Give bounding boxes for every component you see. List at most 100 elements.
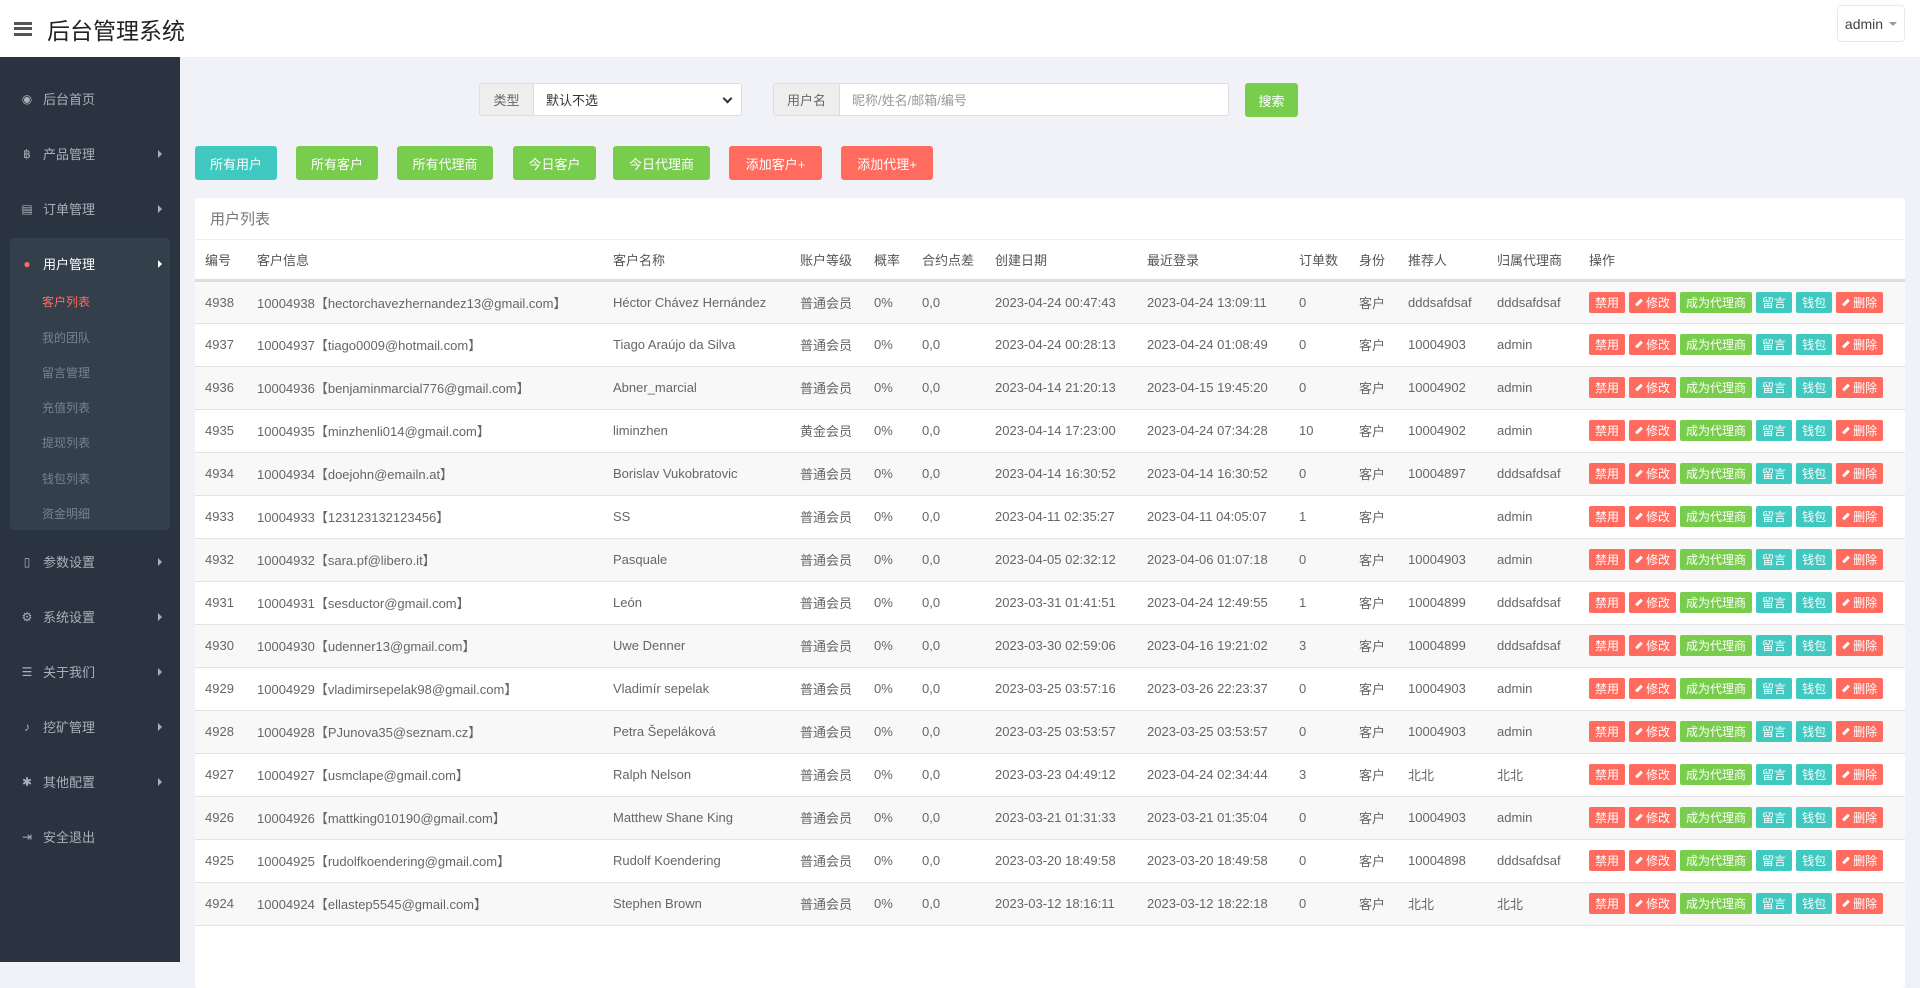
action-button-4[interactable]: 钱包 <box>1796 291 1833 313</box>
action-button-3[interactable]: 留言 <box>1756 592 1793 613</box>
sidebar-item-9[interactable]: ⇥ 安全退出 <box>0 809 180 864</box>
action-button-5[interactable]: 删除 <box>1836 506 1884 527</box>
action-button-2[interactable]: 成为代理商 <box>1680 850 1753 871</box>
filter-button-3[interactable]: 今日客户 <box>513 146 596 180</box>
action-button-0[interactable]: 禁用 <box>1589 420 1626 441</box>
filter-button-6[interactable]: 添加代理+ <box>841 146 933 180</box>
action-button-0[interactable]: 禁用 <box>1589 463 1626 484</box>
action-button-0[interactable]: 禁用 <box>1589 592 1626 613</box>
sidebar-item-2[interactable]: ▤ 订单管理 <box>0 181 180 236</box>
action-button-3[interactable]: 留言 <box>1756 334 1793 355</box>
action-button-3[interactable]: 留言 <box>1756 893 1793 914</box>
action-button-4[interactable]: 钱包 <box>1796 420 1833 441</box>
action-button-4[interactable]: 钱包 <box>1796 592 1833 613</box>
action-button-1[interactable]: 修改 <box>1629 549 1677 570</box>
action-button-1[interactable]: 修改 <box>1629 678 1677 699</box>
action-button-2[interactable]: 成为代理商 <box>1680 291 1753 313</box>
action-button-0[interactable]: 禁用 <box>1589 377 1626 398</box>
sidebar-item-1[interactable]: ฿ 产品管理 <box>0 126 180 181</box>
action-button-1[interactable]: 修改 <box>1629 463 1677 484</box>
action-button-4[interactable]: 钱包 <box>1796 678 1833 699</box>
action-button-2[interactable]: 成为代理商 <box>1680 721 1753 742</box>
action-button-5[interactable]: 删除 <box>1836 893 1884 914</box>
action-button-2[interactable]: 成为代理商 <box>1680 635 1753 656</box>
action-button-2[interactable]: 成为代理商 <box>1680 549 1753 570</box>
action-button-4[interactable]: 钱包 <box>1796 807 1833 828</box>
action-button-3[interactable]: 留言 <box>1756 506 1793 527</box>
sidebar-item-5[interactable]: ⚙ 系统设置 <box>0 589 180 644</box>
action-button-3[interactable]: 留言 <box>1756 850 1793 871</box>
action-button-2[interactable]: 成为代理商 <box>1680 420 1753 441</box>
action-button-2[interactable]: 成为代理商 <box>1680 678 1753 699</box>
action-button-5[interactable]: 删除 <box>1836 592 1884 613</box>
action-button-5[interactable]: 删除 <box>1836 807 1884 828</box>
action-button-1[interactable]: 修改 <box>1629 377 1677 398</box>
action-button-4[interactable]: 钱包 <box>1796 506 1833 527</box>
submenu-item[interactable]: 钱包列表 <box>42 472 91 486</box>
sidebar-item-4[interactable]: ▯ 参数设置 <box>0 534 180 589</box>
action-button-4[interactable]: 钱包 <box>1796 721 1833 742</box>
action-button-4[interactable]: 钱包 <box>1796 850 1833 871</box>
filter-button-2[interactable]: 所有代理商 <box>397 146 493 180</box>
action-button-1[interactable]: 修改 <box>1629 807 1677 828</box>
action-button-2[interactable]: 成为代理商 <box>1680 334 1753 355</box>
action-button-0[interactable]: 禁用 <box>1589 291 1626 313</box>
submenu-item[interactable]: 资金明细 <box>42 507 91 521</box>
action-button-4[interactable]: 钱包 <box>1796 334 1833 355</box>
action-button-3[interactable]: 留言 <box>1756 549 1793 570</box>
action-button-1[interactable]: 修改 <box>1629 291 1677 313</box>
action-button-2[interactable]: 成为代理商 <box>1680 377 1753 398</box>
type-select[interactable]: 默认不选 <box>534 83 742 116</box>
action-button-5[interactable]: 删除 <box>1836 721 1884 742</box>
action-button-3[interactable]: 留言 <box>1756 807 1793 828</box>
action-button-3[interactable]: 留言 <box>1756 635 1793 656</box>
action-button-3[interactable]: 留言 <box>1756 463 1793 484</box>
submenu-item[interactable]: 充值列表 <box>42 401 91 415</box>
action-button-5[interactable]: 删除 <box>1836 377 1884 398</box>
action-button-1[interactable]: 修改 <box>1629 592 1677 613</box>
sidebar-item-6[interactable]: ☰ 关于我们 <box>0 644 180 699</box>
action-button-2[interactable]: 成为代理商 <box>1680 506 1753 527</box>
action-button-1[interactable]: 修改 <box>1629 764 1677 785</box>
action-button-0[interactable]: 禁用 <box>1589 721 1626 742</box>
menu-toggle-icon[interactable] <box>14 21 32 36</box>
action-button-5[interactable]: 删除 <box>1836 764 1884 785</box>
action-button-1[interactable]: 修改 <box>1629 721 1677 742</box>
action-button-4[interactable]: 钱包 <box>1796 377 1833 398</box>
action-button-0[interactable]: 禁用 <box>1589 506 1626 527</box>
action-button-1[interactable]: 修改 <box>1629 850 1677 871</box>
filter-button-0[interactable]: 所有用户 <box>195 146 277 180</box>
sidebar-item-3[interactable]: ● 用户管理 <box>0 236 180 291</box>
action-button-3[interactable]: 留言 <box>1756 764 1793 785</box>
action-button-0[interactable]: 禁用 <box>1589 635 1626 656</box>
action-button-1[interactable]: 修改 <box>1629 420 1677 441</box>
filter-button-5[interactable]: 添加客户+ <box>729 146 822 180</box>
action-button-4[interactable]: 钱包 <box>1796 549 1833 570</box>
action-button-4[interactable]: 钱包 <box>1796 893 1833 914</box>
submenu-item[interactable]: 我的团队 <box>42 331 91 345</box>
action-button-0[interactable]: 禁用 <box>1589 807 1626 828</box>
action-button-0[interactable]: 禁用 <box>1589 678 1626 699</box>
action-button-0[interactable]: 禁用 <box>1589 764 1626 785</box>
action-button-3[interactable]: 留言 <box>1756 420 1793 441</box>
sidebar-item-0[interactable]: ◉ 后台首页 <box>0 71 180 126</box>
action-button-0[interactable]: 禁用 <box>1589 850 1626 871</box>
submenu-item[interactable]: 提现列表 <box>42 436 91 450</box>
submenu-item[interactable]: 留言管理 <box>42 366 91 380</box>
action-button-1[interactable]: 修改 <box>1629 334 1677 355</box>
action-button-2[interactable]: 成为代理商 <box>1680 893 1753 914</box>
action-button-5[interactable]: 删除 <box>1836 549 1884 570</box>
submenu-item[interactable]: 客户列表 <box>42 295 91 309</box>
action-button-5[interactable]: 删除 <box>1836 420 1884 441</box>
user-dropdown[interactable]: admin <box>1837 5 1905 42</box>
action-button-0[interactable]: 禁用 <box>1589 893 1626 914</box>
action-button-5[interactable]: 删除 <box>1836 334 1884 355</box>
action-button-5[interactable]: 删除 <box>1836 635 1884 656</box>
action-button-5[interactable]: 删除 <box>1836 463 1884 484</box>
filter-button-4[interactable]: 今日代理商 <box>613 146 710 180</box>
action-button-4[interactable]: 钱包 <box>1796 635 1833 656</box>
sidebar-item-8[interactable]: ✱ 其他配置 <box>0 754 180 809</box>
action-button-4[interactable]: 钱包 <box>1796 764 1833 785</box>
action-button-1[interactable]: 修改 <box>1629 893 1677 914</box>
action-button-0[interactable]: 禁用 <box>1589 549 1626 570</box>
